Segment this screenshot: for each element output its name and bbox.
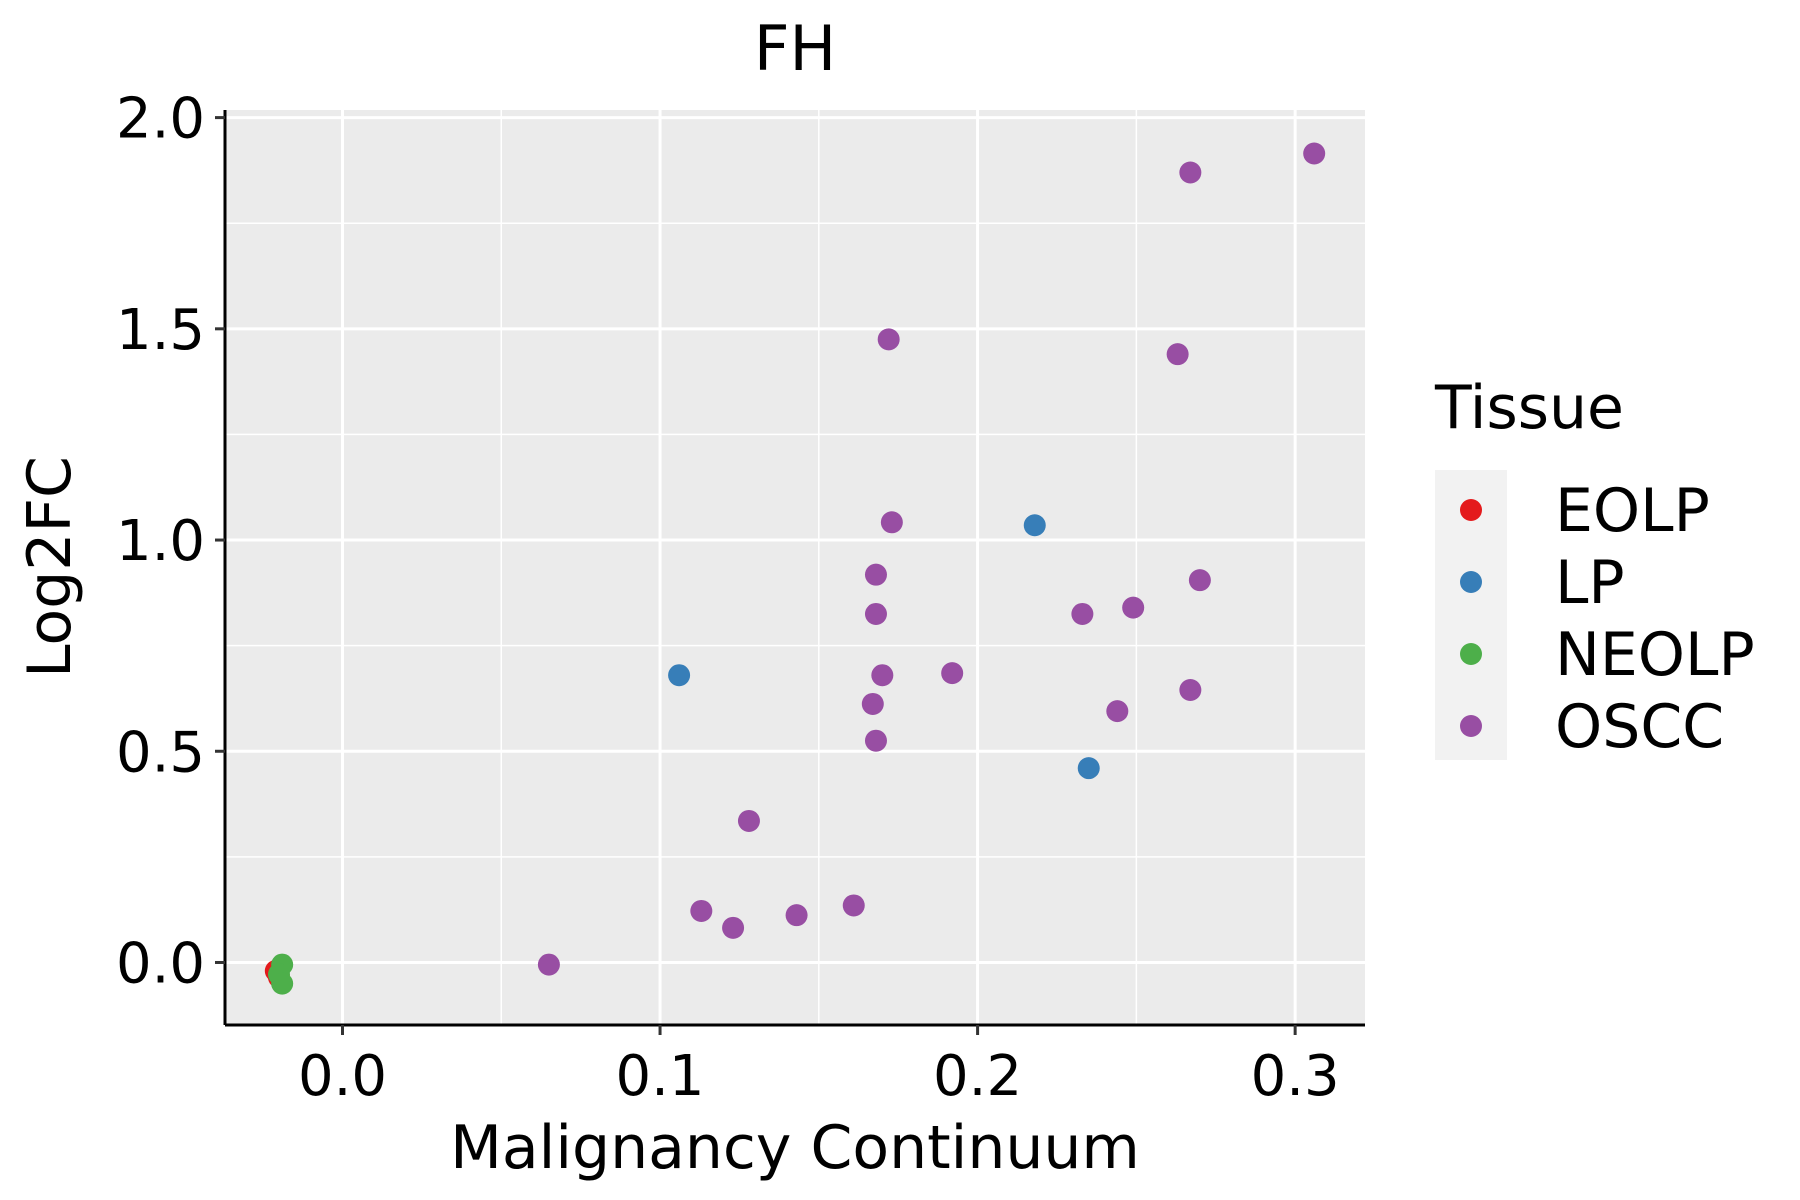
point-oscc — [871, 664, 894, 687]
y-tick-label: 2.0 — [116, 87, 205, 152]
point-oscc — [880, 511, 903, 534]
x-tick-label: 0.2 — [933, 1044, 1022, 1109]
point-oscc — [864, 563, 887, 586]
point-oscc — [941, 662, 964, 685]
legend-label-eolp: EOLP — [1555, 476, 1710, 546]
point-oscc — [877, 328, 900, 351]
point-oscc — [785, 904, 808, 927]
point-oscc — [537, 953, 560, 976]
x-axis-ticks: 0.0 0.1 0.2 0.3 — [298, 1025, 1340, 1109]
point-oscc — [864, 602, 887, 625]
y-tick-label: 1.0 — [116, 509, 205, 574]
point-oscc — [1179, 679, 1202, 702]
point-oscc — [722, 916, 745, 939]
legend-label-lp: LP — [1555, 548, 1625, 618]
point-neolp — [271, 972, 294, 995]
point-oscc — [690, 899, 713, 922]
x-tick-label: 0.3 — [1251, 1044, 1340, 1109]
y-tick-label: 1.5 — [116, 298, 205, 363]
point-oscc — [1071, 602, 1094, 625]
point-oscc — [1303, 142, 1326, 165]
point-oscc — [1122, 596, 1145, 619]
point-oscc — [1166, 343, 1189, 366]
legend-key-eolp — [1460, 499, 1482, 521]
legend-title: Tissue — [1434, 373, 1624, 443]
major-gridlines — [225, 110, 1365, 1025]
plot-panel — [225, 110, 1365, 1025]
x-tick-label: 0.1 — [616, 1044, 705, 1109]
point-oscc — [861, 692, 884, 715]
y-tick-label: 0.0 — [116, 931, 205, 996]
point-lp — [668, 664, 691, 687]
point-oscc — [864, 729, 887, 752]
point-oscc — [737, 809, 760, 832]
point-oscc — [1179, 161, 1202, 184]
y-axis-title: Log2FC — [15, 456, 85, 678]
data-points — [264, 142, 1326, 995]
legend-label-neolp: NEOLP — [1555, 620, 1755, 690]
point-lp — [1023, 514, 1046, 537]
point-oscc — [1106, 700, 1129, 723]
point-oscc — [842, 894, 865, 917]
legend-label-oscc: OSCC — [1555, 692, 1724, 762]
y-tick-label: 0.5 — [116, 720, 205, 785]
point-oscc — [1188, 569, 1211, 592]
y-axis-ticks: 0.0 0.5 1.0 1.5 2.0 — [116, 87, 225, 996]
minor-gridlines — [225, 110, 1365, 1025]
legend-key-neolp — [1460, 643, 1482, 665]
point-lp — [1077, 757, 1100, 780]
x-axis-title: Malignancy Continuum — [450, 1113, 1140, 1183]
chart-title: FH — [754, 12, 836, 85]
legend-key-lp — [1460, 571, 1482, 593]
x-tick-label: 0.0 — [298, 1044, 387, 1109]
legend-key-oscc — [1460, 715, 1482, 737]
